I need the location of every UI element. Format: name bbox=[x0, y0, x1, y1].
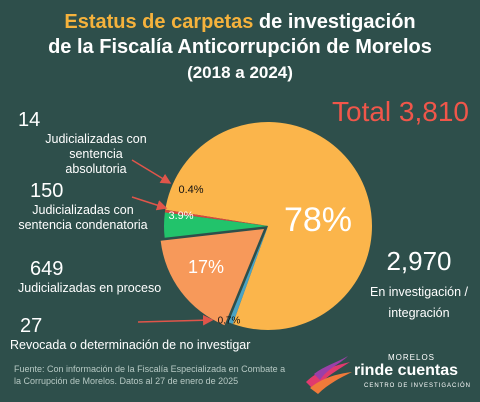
logo-main-text: rinde cuentas bbox=[354, 362, 459, 379]
callout-investigacion: 2,970 En investigación / integración bbox=[364, 246, 474, 321]
callout-absolutoria: 14 Judicializadas con sentencia absoluto… bbox=[18, 109, 174, 177]
logo-ribbon-icon bbox=[306, 356, 352, 394]
pie-label-2: 17% bbox=[188, 257, 224, 277]
pie-label-3: 3.9% bbox=[168, 210, 193, 222]
title-rest: de investigación bbox=[253, 11, 416, 33]
logo-top-text: MORELOS bbox=[388, 353, 436, 362]
pie-slice-4 bbox=[164, 209, 268, 226]
callout-absolutoria-count: 14 bbox=[18, 109, 41, 131]
callout-condenatoria: 150 Judicializadas con sentencia condena… bbox=[16, 180, 150, 233]
callout-investigacion-text2: integración bbox=[388, 306, 450, 320]
callout-revocada-count: 27 bbox=[20, 315, 43, 337]
callout-investigacion-count: 2,970 bbox=[386, 246, 452, 276]
logo-sub-text: CENTRO DE INVESTIGACIÓN bbox=[364, 383, 472, 389]
callout-condenatoria-text1: Judicializadas con bbox=[32, 203, 134, 217]
pie-label-0: 78% bbox=[284, 201, 352, 239]
callout-proceso: 649 Judicializadas en proceso bbox=[18, 258, 178, 296]
pie-slice-0 bbox=[165, 121, 372, 330]
title-line3: (2018 a 2024) bbox=[187, 63, 293, 82]
callout-condenatoria-text2: sentencia condenatoria bbox=[18, 218, 148, 232]
arrow-absolutoria bbox=[131, 159, 172, 184]
total-label: Total 3,810 bbox=[332, 96, 469, 127]
pie-label-1: 0.7% bbox=[218, 316, 241, 327]
callout-investigacion-text1: En investigación / bbox=[370, 285, 468, 299]
pie-slice-1 bbox=[228, 226, 268, 324]
callout-revocada-text1: Revocada o determinación de no investiga… bbox=[10, 338, 251, 352]
callout-proceso-text1: Judicializadas en proceso bbox=[18, 281, 162, 295]
source-footer: Fuente: Con información de la Fiscalía E… bbox=[14, 364, 286, 386]
page-title: Estatus de carpetas de investigación de … bbox=[0, 10, 480, 85]
logo: MORELOS rinde cuentas CENTRO DE INVESTIG… bbox=[300, 352, 470, 398]
callout-revocada: 27 Revocada o determinación de no invest… bbox=[10, 315, 270, 353]
callout-absolutoria-text1: Judicializadas con sentencia bbox=[45, 132, 147, 161]
pie-slice-3 bbox=[163, 212, 268, 238]
pie-label-4: 0.4% bbox=[178, 184, 203, 196]
callout-condenatoria-count: 150 bbox=[30, 180, 64, 202]
arrow-revocada bbox=[137, 314, 214, 326]
pie-slice-2 bbox=[160, 229, 265, 326]
callout-absolutoria-text2: absolutoria bbox=[65, 162, 127, 176]
callout-proceso-count: 649 bbox=[30, 258, 64, 280]
title-accent: Estatus de carpetas bbox=[64, 11, 254, 33]
title-line2: de la Fiscalía Anticorrupción de Morelos bbox=[48, 36, 432, 58]
arrow-condenatoria bbox=[131, 196, 168, 211]
